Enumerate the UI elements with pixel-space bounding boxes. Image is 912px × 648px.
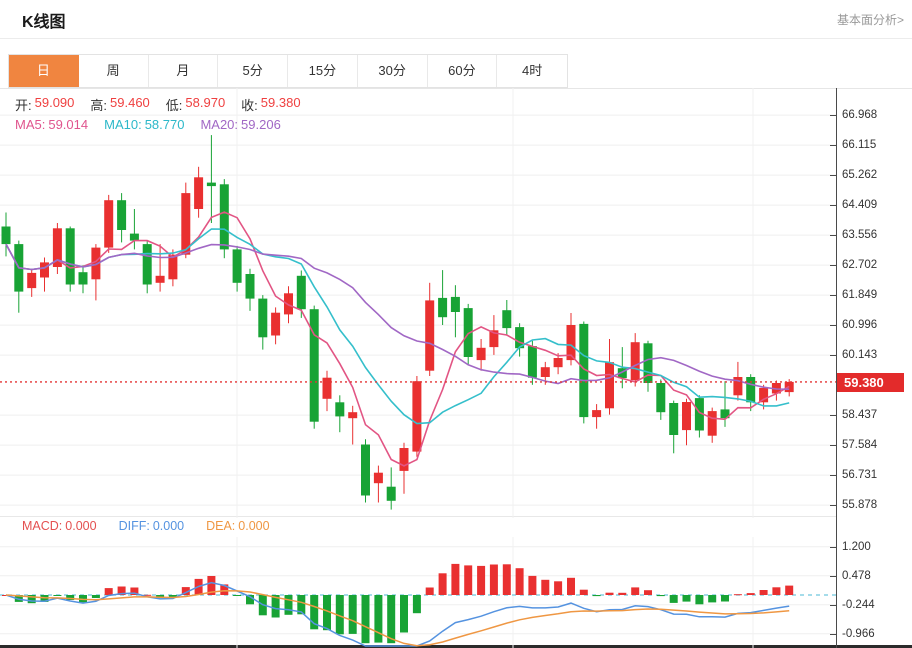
readout-value: 58.970 <box>185 95 226 110</box>
axis-tick-label: 65.262 <box>842 169 878 182</box>
tab-5min[interactable]: 5分 <box>218 55 288 87</box>
axis-tick-mark <box>830 325 837 327</box>
axis-tick-label: 55.878 <box>842 499 878 512</box>
axis-tick-mark <box>830 505 837 507</box>
readout-label: 开: <box>15 98 32 113</box>
tab-30min[interactable]: 30分 <box>357 55 428 87</box>
readout-value: 59.460 <box>110 95 150 110</box>
axis-tick-label: 61.849 <box>842 289 878 302</box>
axis-tick-label: -0.966 <box>842 627 875 640</box>
price-axis-line <box>836 88 837 648</box>
readout-value: 59.014 <box>48 117 89 132</box>
axis-tick-label: 56.731 <box>842 469 878 482</box>
readout-label: DIFF: <box>118 519 150 533</box>
chart-top-border <box>0 88 912 89</box>
axis-tick-mark <box>830 475 837 477</box>
page-title: K线图 <box>22 14 66 31</box>
readout-pair: MA20: 59.206 <box>200 117 280 132</box>
axis-tick-mark <box>830 205 837 207</box>
axis-tick-mark <box>830 145 837 147</box>
axis-tick-mark <box>830 355 837 357</box>
readout-pair: 低: 58.970 <box>166 95 225 114</box>
readout-value: 59.090 <box>34 95 75 110</box>
readout-pair: 开: 59.090 <box>15 95 74 114</box>
tab-day[interactable]: 日 <box>9 55 79 87</box>
readout-pair: DIFF: 0.000 <box>119 519 185 533</box>
axis-tick-mark <box>830 265 837 267</box>
axis-tick-mark <box>830 115 837 117</box>
readout-pair: MA10: 58.770 <box>104 117 184 132</box>
tab-month[interactable]: 月 <box>148 55 219 87</box>
readout-value: 0.000 <box>65 519 97 533</box>
axis-tick-label: -0.244 <box>842 598 875 611</box>
readout-label: DEA: <box>206 519 236 533</box>
axis-tick-mark <box>830 633 837 635</box>
readout-label: 低: <box>165 98 183 113</box>
axis-tick-label: 60.996 <box>842 319 878 332</box>
period-tabs: 日周月 5分 15分 30分 60分 4时 <box>8 54 568 88</box>
readout-pair: MACD: 0.000 <box>22 519 97 533</box>
readout-value: 0.000 <box>152 519 185 533</box>
macd-chart-canvas[interactable] <box>0 537 836 648</box>
bottom-edge <box>0 645 912 648</box>
readout-label: 收: <box>241 98 258 113</box>
main-chart-canvas[interactable] <box>0 88 836 518</box>
ohlc-readout: 开: 59.090 高: 59.460 低: 58.970 收: 59.380 <box>15 95 301 114</box>
header-divider <box>0 38 912 39</box>
axis-tick-label: 62.702 <box>842 259 878 272</box>
axis-tick-label: 66.968 <box>842 109 878 122</box>
axis-tick-label: 66.115 <box>842 139 877 152</box>
axis-tick-mark <box>830 575 837 577</box>
ma10-line <box>5 228 790 425</box>
axis-tick-mark <box>830 295 837 297</box>
readout-label: MA20: <box>200 117 239 132</box>
axis-tick-label: 60.143 <box>842 349 878 362</box>
axis-tick-mark <box>830 546 837 548</box>
ma20-line <box>5 243 790 390</box>
readout-pair: 高: 59.460 <box>90 95 149 114</box>
tab-week[interactable]: 周 <box>78 55 149 87</box>
macd-readout: MACD: 0.000 DIFF: 0.000 DEA: 0.000 <box>22 519 270 533</box>
readout-label: MACD: <box>22 519 63 533</box>
tab-4hour[interactable]: 4时 <box>497 55 567 87</box>
readout-value: 59.380 <box>260 95 301 110</box>
readout-pair: MA5: 59.014 <box>15 117 88 132</box>
readout-pair: 收: 59.380 <box>241 95 300 114</box>
readout-value: 0.000 <box>238 519 270 533</box>
dea-line <box>5 590 790 647</box>
tab-60min[interactable]: 60分 <box>427 55 498 87</box>
readout-value: 59.206 <box>241 117 281 132</box>
axis-tick-mark <box>830 415 837 417</box>
tab-15min[interactable]: 15分 <box>288 55 358 87</box>
axis-tick-label: 58.437 <box>842 409 878 422</box>
axis-tick-mark <box>830 604 837 606</box>
current-price-tag: 59.380 <box>837 372 904 392</box>
axis-tick-mark <box>830 235 837 237</box>
main-macd-divider <box>0 516 836 517</box>
readout-label: 高: <box>90 98 108 113</box>
ma-readout: MA5: 59.014 MA10: 58.770 MA20: 59.206 <box>15 117 281 132</box>
axis-tick-label: 1.200 <box>842 540 871 553</box>
axis-tick-mark <box>830 175 837 177</box>
readout-pair: DEA: 0.000 <box>206 519 269 533</box>
fundamental-analysis-link[interactable]: 基本面分析> <box>836 13 904 27</box>
readout-label: MA5: <box>15 117 46 132</box>
readout-label: MA10: <box>104 117 142 132</box>
axis-tick-label: 0.478 <box>842 569 871 582</box>
readout-value: 58.770 <box>144 117 185 132</box>
axis-tick-label: 57.584 <box>842 439 878 452</box>
axis-tick-mark <box>830 445 837 447</box>
axis-tick-label: 64.409 <box>842 199 878 212</box>
axis-tick-label: 63.556 <box>842 229 878 242</box>
